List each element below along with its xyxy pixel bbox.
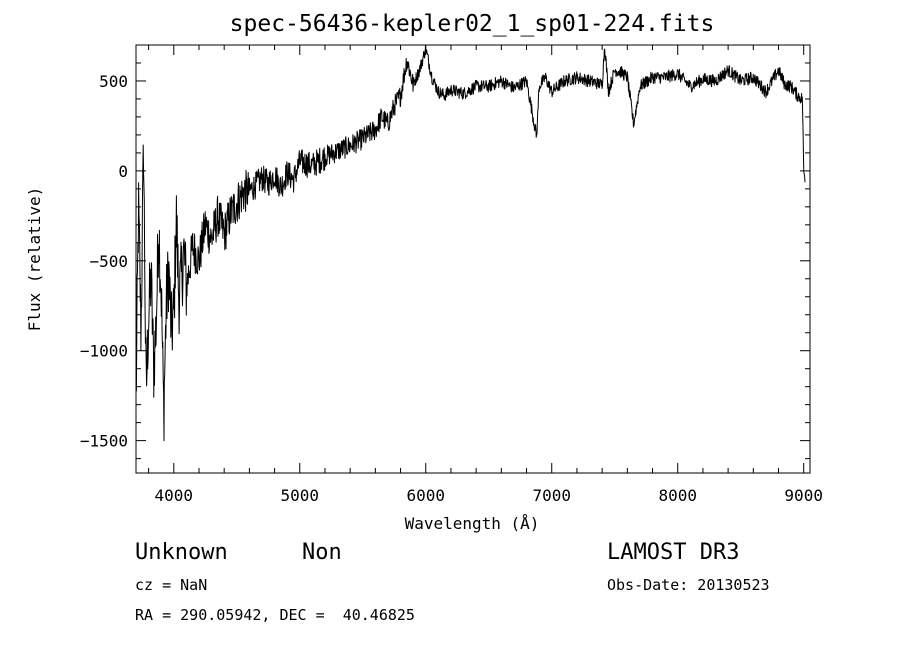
object-class: Unknown [135, 540, 228, 565]
chart-title: spec-56436-kepler02_1_sp01-224.fits [230, 11, 715, 37]
y-tick-label: −1500 [80, 432, 128, 451]
x-tick-label: 6000 [406, 486, 445, 505]
plot-frame [135, 44, 811, 474]
redshift-cz: cz = NaN [135, 576, 207, 594]
x-tick-label: 5000 [281, 486, 320, 505]
x-axis-label: Wavelength (Å) [405, 514, 540, 533]
plot-area: 4000 5000 6000 7000 8000 9000 −1500 −1000 −500 0… [80, 44, 823, 505]
x-axis-ticks: 4000 5000 6000 7000 8000 9000 [148, 45, 823, 505]
y-tick-label: −500 [89, 252, 128, 271]
y-axis-label: Flux (relative) [25, 187, 44, 332]
y-tick-label: 500 [99, 72, 128, 91]
y-tick-label: −1000 [80, 342, 128, 361]
sky-coordinates: RA = 290.05942, DEC = 40.46825 [135, 606, 415, 624]
object-subclass: Non [302, 540, 342, 565]
x-tick-label: 7000 [532, 486, 571, 505]
y-tick-label: 0 [118, 162, 128, 181]
y-axis-ticks: −1500 −1000 −500 0 500 [80, 44, 810, 460]
survey-name: LAMOST DR3 [607, 540, 739, 565]
x-tick-label: 9000 [784, 486, 823, 505]
x-tick-label: 8000 [658, 486, 697, 505]
x-tick-label: 4000 [155, 486, 194, 505]
observation-date: Obs-Date: 20130523 [607, 576, 770, 594]
spectrum-line [135, 44, 806, 442]
